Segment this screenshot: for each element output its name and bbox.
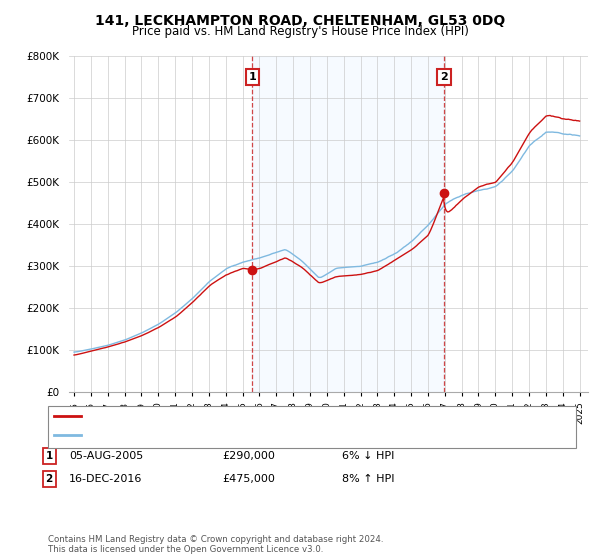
Text: 141, LECKHAMPTON ROAD, CHELTENHAM, GL53 0DQ: 141, LECKHAMPTON ROAD, CHELTENHAM, GL53 … bbox=[95, 14, 505, 28]
Text: 16-DEC-2016: 16-DEC-2016 bbox=[69, 474, 142, 484]
Text: 1: 1 bbox=[248, 72, 256, 82]
Text: Price paid vs. HM Land Registry's House Price Index (HPI): Price paid vs. HM Land Registry's House … bbox=[131, 25, 469, 38]
Text: HPI: Average price, detached house, Cheltenham: HPI: Average price, detached house, Chel… bbox=[87, 430, 332, 440]
Text: 1: 1 bbox=[46, 451, 53, 461]
Text: £475,000: £475,000 bbox=[222, 474, 275, 484]
Text: 8% ↑ HPI: 8% ↑ HPI bbox=[342, 474, 395, 484]
Text: 05-AUG-2005: 05-AUG-2005 bbox=[69, 451, 143, 461]
Text: 6% ↓ HPI: 6% ↓ HPI bbox=[342, 451, 394, 461]
Bar bbox=[253, 56, 444, 392]
Text: 2: 2 bbox=[46, 474, 53, 484]
Text: Contains HM Land Registry data © Crown copyright and database right 2024.
This d: Contains HM Land Registry data © Crown c… bbox=[48, 535, 383, 554]
Text: 141, LECKHAMPTON ROAD, CHELTENHAM, GL53 0DQ (detached house): 141, LECKHAMPTON ROAD, CHELTENHAM, GL53 … bbox=[87, 411, 442, 421]
Text: 2: 2 bbox=[440, 72, 448, 82]
Text: £290,000: £290,000 bbox=[222, 451, 275, 461]
